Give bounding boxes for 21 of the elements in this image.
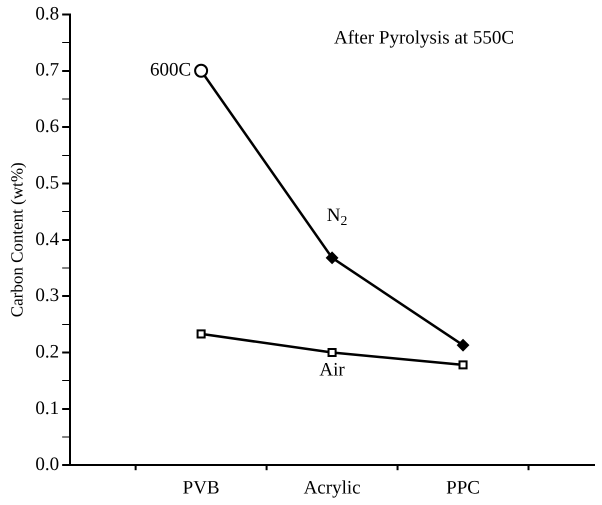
y-tick-label: 0.0 [35,454,60,476]
y-tick-label: 0.1 [35,398,60,419]
series-label: 600C [150,60,192,81]
text: After Pyrolysis at 550C [334,27,514,48]
y-tick-label: 0.8 [35,3,60,24]
point [326,252,338,264]
point [196,329,206,338]
x-tick-label: Acrylic [304,478,361,499]
y-tick-label: 0.3 [35,285,60,306]
point [458,360,468,370]
y-tick-label: 0.7 [35,60,60,81]
y-tick-label: 0.4 [35,228,60,250]
y-axis-title: Carbon Content (wt%) [8,162,27,318]
point [328,348,337,358]
y-tick-label: 0.6 [35,116,60,138]
series-label: Air [319,359,346,380]
y-tick-label: 0.5 [35,172,60,194]
x-tick-label: PVB [182,478,220,499]
x-tick-label: PPC [446,478,480,499]
y-tick-label: 0.2 [35,341,60,362]
point [457,339,470,352]
